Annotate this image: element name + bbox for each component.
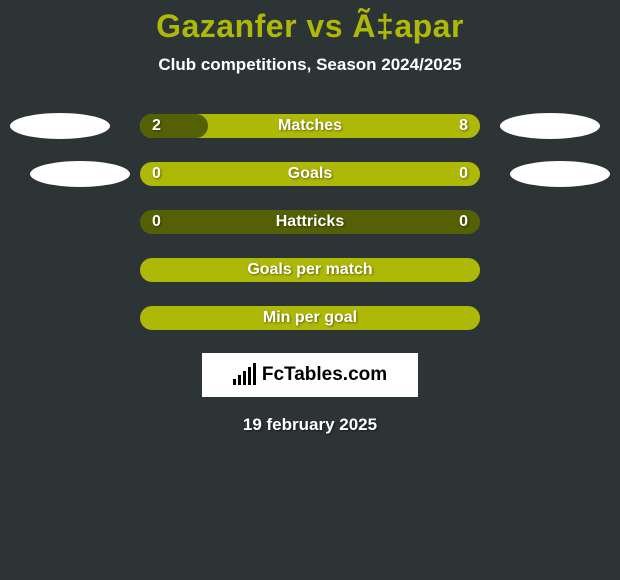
stat-right-value: 8 — [459, 114, 468, 138]
stat-right-value: 0 — [459, 210, 468, 234]
stat-row: 0Hattricks0 — [0, 209, 620, 235]
avatar-spacer — [20, 209, 120, 235]
bars-icon — [233, 365, 256, 385]
avatar-spacer — [20, 305, 120, 331]
stat-label: Hattricks — [140, 210, 480, 234]
stat-bar: 2Matches8 — [140, 114, 480, 138]
stat-rows: 2Matches80Goals00Hattricks0Goals per mat… — [0, 113, 620, 331]
infographic-container: Gazanfer vs Ã‡apar Club competitions, Se… — [0, 0, 620, 435]
comparison-title: Gazanfer vs Ã‡apar — [0, 8, 620, 45]
stat-bar: 0Goals0 — [140, 162, 480, 186]
stat-row: Min per goal — [0, 305, 620, 331]
player-avatar-right — [510, 161, 610, 187]
stat-row: 2Matches8 — [0, 113, 620, 139]
logo-text: FcTables.com — [262, 364, 387, 386]
site-logo: FcTables.com — [202, 353, 418, 397]
stat-bar: 0Hattricks0 — [140, 210, 480, 234]
avatar-spacer — [20, 257, 120, 283]
season-subtitle: Club competitions, Season 2024/2025 — [0, 55, 620, 75]
stat-right-value: 0 — [459, 162, 468, 186]
stat-row: 0Goals0 — [0, 161, 620, 187]
stat-label: Min per goal — [140, 306, 480, 330]
stat-label: Matches — [140, 114, 480, 138]
avatar-spacer — [500, 209, 600, 235]
stat-label: Goals per match — [140, 258, 480, 282]
avatar-spacer — [500, 305, 600, 331]
stat-bar: Min per goal — [140, 306, 480, 330]
stat-label: Goals — [140, 162, 480, 186]
generated-date: 19 february 2025 — [0, 415, 620, 435]
player-avatar-left — [30, 161, 130, 187]
player-avatar-right — [500, 113, 600, 139]
avatar-spacer — [500, 257, 600, 283]
stat-row: Goals per match — [0, 257, 620, 283]
stat-bar: Goals per match — [140, 258, 480, 282]
player-avatar-left — [10, 113, 110, 139]
